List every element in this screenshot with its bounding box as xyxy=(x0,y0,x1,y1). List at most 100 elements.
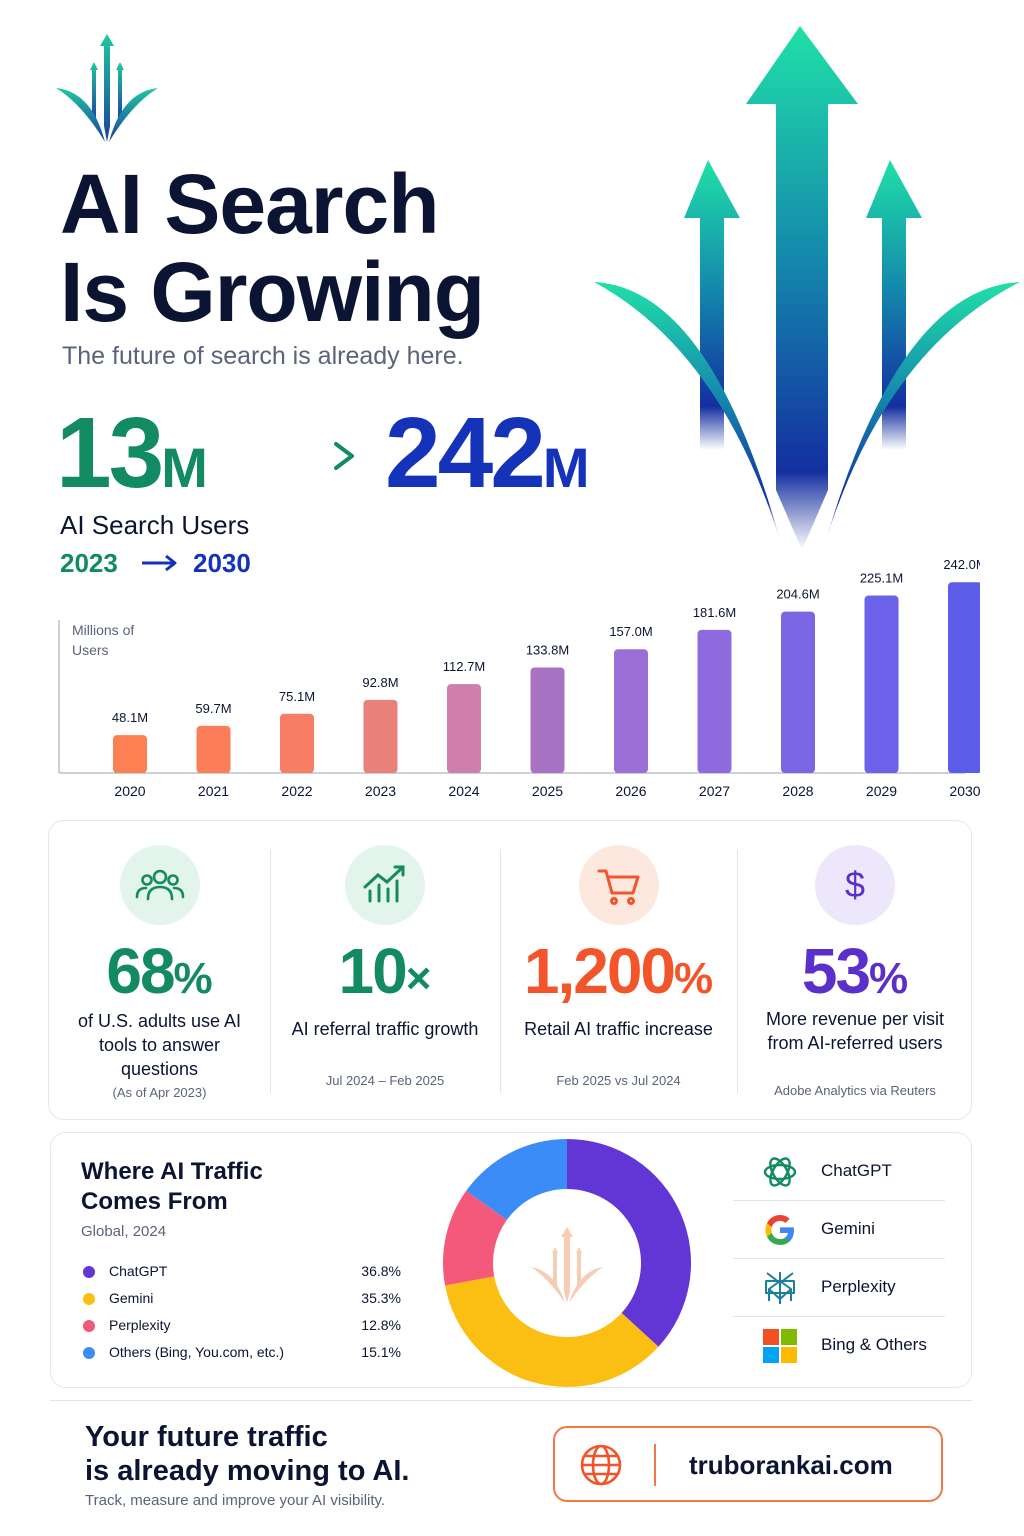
divider xyxy=(737,849,738,1093)
legend-name: Others (Bing, You.com, etc.) xyxy=(109,1344,285,1360)
page-subtitle: The future of search is already here. xyxy=(62,342,464,370)
stat-value: 1,200% xyxy=(523,935,714,1007)
website-link[interactable]: truborankai.com xyxy=(553,1426,943,1502)
bar-2024 xyxy=(447,684,481,773)
stat-note: (As of Apr 2023) xyxy=(112,1085,207,1100)
stat-note: Jul 2024 – Feb 2025 xyxy=(325,1073,445,1088)
legend-value: 35.3% xyxy=(361,1290,401,1306)
bar-value-label: 59.7M xyxy=(195,701,231,716)
legend-name: Perplexity xyxy=(109,1317,171,1333)
globe-icon xyxy=(580,1444,622,1486)
stat-value: 68% xyxy=(106,935,213,1007)
stat-adults-usage: 68% of U.S. adults use AI tools to answe… xyxy=(49,821,270,1121)
bar-value-label: 242.0M xyxy=(943,557,980,572)
users-bar-chart: 48.1M 2020 59.7M 2021 75.1M 2022 92.8M 2023 112.… xyxy=(58,557,980,799)
legend-value: 36.8% xyxy=(361,1263,401,1279)
svg-text:$: $ xyxy=(845,864,865,905)
brand-item-chatgpt: ChatGPT xyxy=(733,1143,945,1201)
donut-slice-others xyxy=(466,1139,567,1220)
legend-dot xyxy=(83,1293,95,1305)
url-divider xyxy=(654,1444,656,1486)
legend-item-chatgpt: ChatGPT 36.8% xyxy=(81,1262,401,1282)
x-tick-label: 2024 xyxy=(448,783,479,799)
microsoft-logo-icon xyxy=(763,1329,797,1363)
traffic-donut-chart xyxy=(443,1139,691,1387)
bar-2027 xyxy=(697,629,732,773)
brand-name: Bing & Others xyxy=(821,1335,927,1354)
bar-value-label: 48.1M xyxy=(112,710,148,725)
bar-2022 xyxy=(280,713,314,773)
bar-2023 xyxy=(363,699,398,773)
legend-item-others: Others (Bing, You.com, etc.) 15.1% xyxy=(81,1343,401,1363)
x-tick-label: 2020 xyxy=(114,783,145,799)
bar-value-label: 181.6M xyxy=(693,605,736,620)
x-tick-label: 2026 xyxy=(615,783,646,799)
brand-item-gemini: Gemini xyxy=(733,1201,945,1259)
bar-2021 xyxy=(196,725,231,773)
x-tick-label: 2028 xyxy=(782,783,813,799)
bar-2028 xyxy=(781,611,815,773)
stat-description: of U.S. adults use AI tools to answer qu… xyxy=(77,1011,242,1079)
website-url: truborankai.com xyxy=(689,1450,893,1480)
bar-2020 xyxy=(113,735,147,773)
bar-value-label: 112.7M xyxy=(443,659,485,674)
shopping-cart-icon xyxy=(578,845,659,925)
hero-arrow-illustration xyxy=(594,26,1020,550)
year-arrow-icon xyxy=(142,554,177,572)
x-tick-label: 2029 xyxy=(866,783,897,799)
traffic-subtitle: Global, 2024 xyxy=(81,1223,167,1240)
stat-description: Retail AI traffic increase xyxy=(524,1019,713,1039)
legend-value: 12.8% xyxy=(361,1317,401,1333)
legend-item-perplexity: Perplexity 12.8% xyxy=(81,1316,401,1336)
x-tick-label: 2021 xyxy=(198,783,229,799)
legend-item-gemini: Gemini 35.3% xyxy=(81,1289,401,1309)
donut-slice-perplexity xyxy=(443,1190,507,1286)
x-tick-label: 2030 xyxy=(949,783,980,799)
bar-value-label: 75.1M xyxy=(279,689,315,704)
cta-headline: Your future traffic is already moving to… xyxy=(85,1421,410,1487)
bar-2026 xyxy=(614,649,648,773)
chart-y-label: Millions of Users xyxy=(72,622,135,658)
legend-name: Gemini xyxy=(109,1290,154,1306)
stat-retail-traffic: 1,200% Retail AI traffic increase Feb 20… xyxy=(500,821,737,1121)
growth-arrow-icon xyxy=(258,442,354,470)
google-logo-icon xyxy=(765,1215,794,1245)
divider xyxy=(500,849,501,1093)
dollar-icon: $ xyxy=(815,845,895,925)
donut-slice-chatgpt xyxy=(567,1139,691,1347)
bar-value-label: 204.6M xyxy=(776,587,819,602)
users-2023-value: 13M xyxy=(56,397,208,509)
x-tick-label: 2023 xyxy=(365,783,396,799)
stat-description: More revenue per visit from AI-referred … xyxy=(765,1009,945,1053)
users-label: AI Search Users xyxy=(60,510,250,540)
bar-value-label: 225.1M xyxy=(860,571,903,586)
users-icon xyxy=(119,845,200,925)
x-tick-label: 2027 xyxy=(699,783,730,799)
legend-dot xyxy=(83,1266,95,1278)
growth-chart-icon xyxy=(345,845,425,925)
legend-dot xyxy=(83,1320,95,1332)
x-tick-label: 2025 xyxy=(532,783,563,799)
traffic-title: Where AI Traffic Comes From xyxy=(81,1158,263,1215)
users-2030-value: 242M xyxy=(385,397,590,509)
year-to: 2030 xyxy=(193,548,251,578)
stat-referral-growth: 10× AI referral traffic growth Jul 2024 … xyxy=(270,821,500,1121)
bar-2030 xyxy=(948,582,980,773)
chatgpt-logo-icon xyxy=(763,1157,797,1187)
stat-value: 10× xyxy=(338,935,432,1007)
brand-name: ChatGPT xyxy=(821,1161,892,1180)
stats-card: 68% of U.S. adults use AI tools to answe… xyxy=(48,820,972,1120)
brand-name: Gemini xyxy=(821,1219,875,1238)
page-title: AI Search Is Growing xyxy=(60,157,485,339)
bar-value-label: 92.8M xyxy=(362,675,398,690)
year-from: 2023 xyxy=(60,548,118,578)
legend-value: 15.1% xyxy=(361,1344,401,1360)
stat-description: AI referral traffic growth xyxy=(291,1019,479,1039)
legend-name: ChatGPT xyxy=(109,1263,168,1279)
bar-value-label: 133.8M xyxy=(526,643,569,658)
donut-center-logo xyxy=(531,1227,603,1303)
brand-item-perplexity: Perplexity xyxy=(733,1259,945,1317)
stat-revenue-per-visit: $ 53% More revenue per visit from AI-ref… xyxy=(737,821,973,1121)
stat-note: Feb 2025 vs Jul 2024 xyxy=(556,1073,681,1088)
stat-value: 53% xyxy=(801,935,909,1007)
